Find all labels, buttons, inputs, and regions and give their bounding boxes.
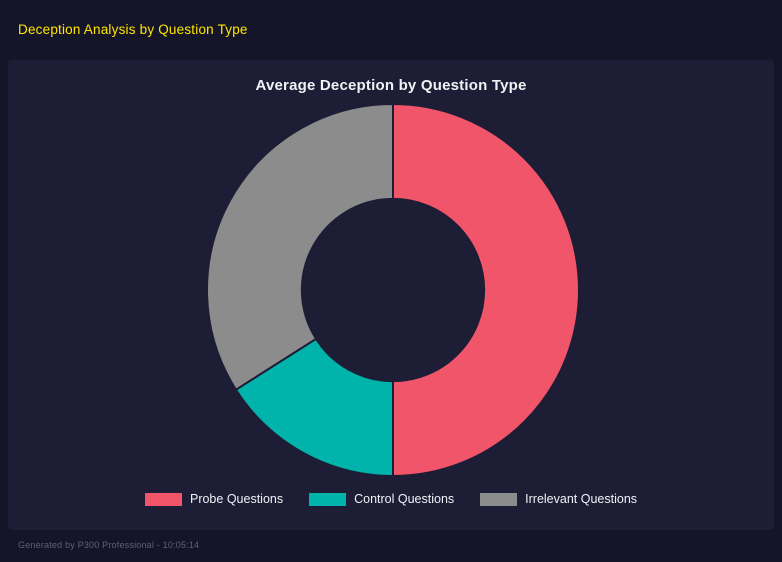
legend-label: Control Questions (354, 492, 455, 506)
legend-item-irrelevant-questions[interactable]: Irrelevant Questions (480, 492, 637, 506)
chart-legend: Probe Questions Control Questions Irreleva… (8, 492, 774, 506)
legend-label: Irrelevant Questions (525, 492, 638, 506)
legend-item-control-questions[interactable]: Control Questions (309, 492, 454, 506)
footer-note: Generated by P300 Professional - 10:05:1… (18, 540, 200, 550)
chart-title: Average Deception by Question Type (255, 77, 527, 94)
donut-slice-irrelevant-questions[interactable] (206, 102, 394, 392)
legend-item-probe-questions[interactable]: Probe Questions (144, 492, 284, 506)
legend-swatch (480, 492, 518, 506)
donut-chart (206, 102, 580, 478)
legend-swatch (144, 492, 182, 506)
legend-swatch (309, 492, 347, 506)
chart-panel: Average Deception by Question Type Probe… (8, 60, 774, 530)
donut-slice-probe-questions[interactable] (392, 102, 580, 478)
page-title: Deception Analysis by Question Type (18, 22, 248, 37)
legend-label: Probe Questions (189, 492, 284, 506)
donut-slice-control-questions[interactable] (234, 337, 394, 478)
